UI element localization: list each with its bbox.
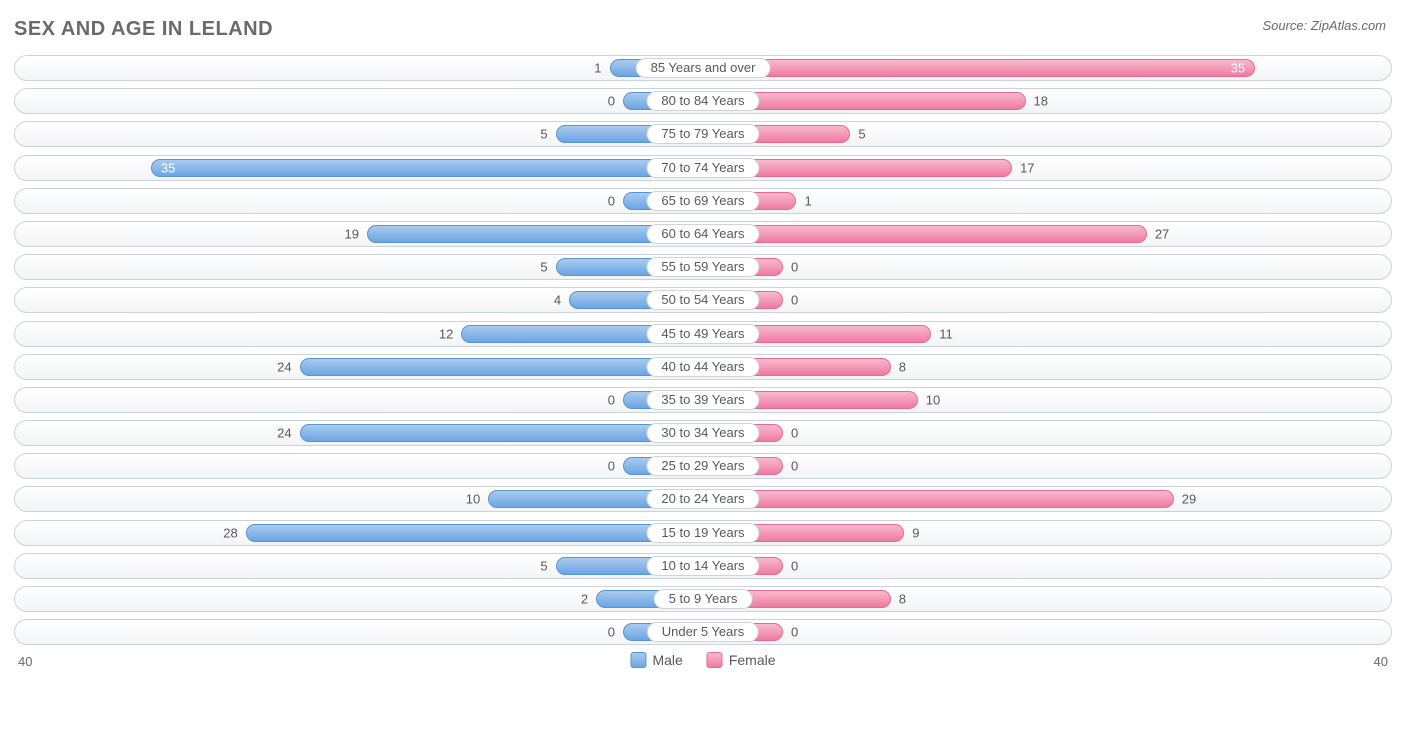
male-bar [151, 159, 703, 177]
male-value: 5 [540, 127, 547, 142]
age-row: 35 17 70 to 74 Years [14, 155, 1392, 181]
male-swatch-icon [630, 652, 646, 668]
legend: Male Female [630, 652, 775, 668]
age-row: 24 0 30 to 34 Years [14, 420, 1392, 446]
female-value: 0 [791, 625, 798, 640]
age-category-label: 75 to 79 Years [646, 124, 759, 144]
age-category-label: 65 to 69 Years [646, 191, 759, 211]
age-row: 12 11 45 to 49 Years [14, 321, 1392, 347]
female-value: 0 [791, 459, 798, 474]
age-row: 4 0 50 to 54 Years [14, 287, 1392, 313]
age-category-label: 80 to 84 Years [646, 91, 759, 111]
population-pyramid-chart: 13585 Years and over01880 to 84 Years557… [14, 55, 1392, 645]
age-category-label: 25 to 29 Years [646, 456, 759, 476]
age-category-label: 10 to 14 Years [646, 556, 759, 576]
age-category-label: 5 to 9 Years [654, 589, 753, 609]
legend-male-label: Male [652, 652, 682, 668]
age-row: 1 35 85 Years and over [14, 55, 1392, 81]
age-row: 24 8 40 to 44 Years [14, 354, 1392, 380]
chart-footer: 40 Male Female 40 [14, 652, 1392, 682]
axis-max-right: 40 [1374, 654, 1388, 669]
age-category-label: 55 to 59 Years [646, 257, 759, 277]
chart-title: SEX AND AGE IN LELAND [14, 18, 1392, 41]
female-value: 0 [791, 293, 798, 308]
female-swatch-icon [707, 652, 723, 668]
male-value: 0 [608, 459, 615, 474]
age-row: 28 9 15 to 19 Years [14, 520, 1392, 546]
male-value: 0 [608, 392, 615, 407]
age-category-label: 30 to 34 Years [646, 423, 759, 443]
female-value: 11 [939, 326, 953, 341]
male-value: 5 [540, 260, 547, 275]
age-row: 5 0 55 to 59 Years [14, 254, 1392, 280]
male-value: 5 [540, 558, 547, 573]
age-category-label: 40 to 44 Years [646, 357, 759, 377]
male-value: 2 [581, 592, 588, 607]
age-row: 0 18 80 to 84 Years [14, 88, 1392, 114]
axis-max-left: 40 [18, 654, 32, 669]
age-category-label: 35 to 39 Years [646, 390, 759, 410]
male-value: 35 [161, 160, 175, 175]
female-value: 29 [1182, 492, 1196, 507]
male-value: 0 [608, 193, 615, 208]
female-value: 35 [1231, 61, 1245, 76]
female-bar [703, 59, 1255, 77]
age-row: 10 29 20 to 24 Years [14, 486, 1392, 512]
female-value: 10 [926, 392, 940, 407]
age-category-label: 45 to 49 Years [646, 324, 759, 344]
female-value: 17 [1020, 160, 1034, 175]
male-bar [300, 424, 703, 442]
age-row: 0 10 35 to 39 Years [14, 387, 1392, 413]
age-category-label: 85 Years and over [636, 58, 771, 78]
male-value: 19 [345, 226, 359, 241]
male-value: 1 [594, 61, 601, 76]
female-value: 8 [899, 359, 906, 374]
male-value: 4 [554, 293, 561, 308]
source-attribution: Source: ZipAtlas.com [1262, 18, 1386, 33]
age-row: 0 0 25 to 29 Years [14, 453, 1392, 479]
age-category-label: 50 to 54 Years [646, 290, 759, 310]
male-value: 24 [277, 426, 291, 441]
male-value: 12 [439, 326, 453, 341]
male-bar [246, 524, 703, 542]
age-row: 5 5 75 to 79 Years [14, 121, 1392, 147]
male-value: 10 [466, 492, 480, 507]
female-value: 0 [791, 426, 798, 441]
age-row: 0 1 65 to 69 Years [14, 188, 1392, 214]
age-category-label: 60 to 64 Years [646, 224, 759, 244]
age-row: 0 0 Under 5 Years [14, 619, 1392, 645]
age-row: 5 0 10 to 14 Years [14, 553, 1392, 579]
female-value: 1 [804, 193, 811, 208]
female-value: 9 [912, 525, 919, 540]
female-value: 27 [1155, 226, 1169, 241]
female-value: 18 [1034, 94, 1048, 109]
legend-item-male: Male [630, 652, 682, 668]
male-value: 0 [608, 94, 615, 109]
male-value: 0 [608, 625, 615, 640]
legend-item-female: Female [707, 652, 776, 668]
age-category-label: 20 to 24 Years [646, 489, 759, 509]
age-category-label: 15 to 19 Years [646, 523, 759, 543]
female-value: 8 [899, 592, 906, 607]
female-bar [703, 490, 1174, 508]
female-value: 5 [858, 127, 865, 142]
male-bar [300, 358, 703, 376]
female-value: 0 [791, 558, 798, 573]
female-bar [703, 225, 1147, 243]
age-row: 2 8 5 to 9 Years [14, 586, 1392, 612]
age-row: 19 27 60 to 64 Years [14, 221, 1392, 247]
age-category-label: 70 to 74 Years [646, 158, 759, 178]
age-category-label: Under 5 Years [647, 622, 759, 642]
legend-female-label: Female [729, 652, 776, 668]
male-value: 24 [277, 359, 291, 374]
male-value: 28 [223, 525, 237, 540]
female-value: 0 [791, 260, 798, 275]
